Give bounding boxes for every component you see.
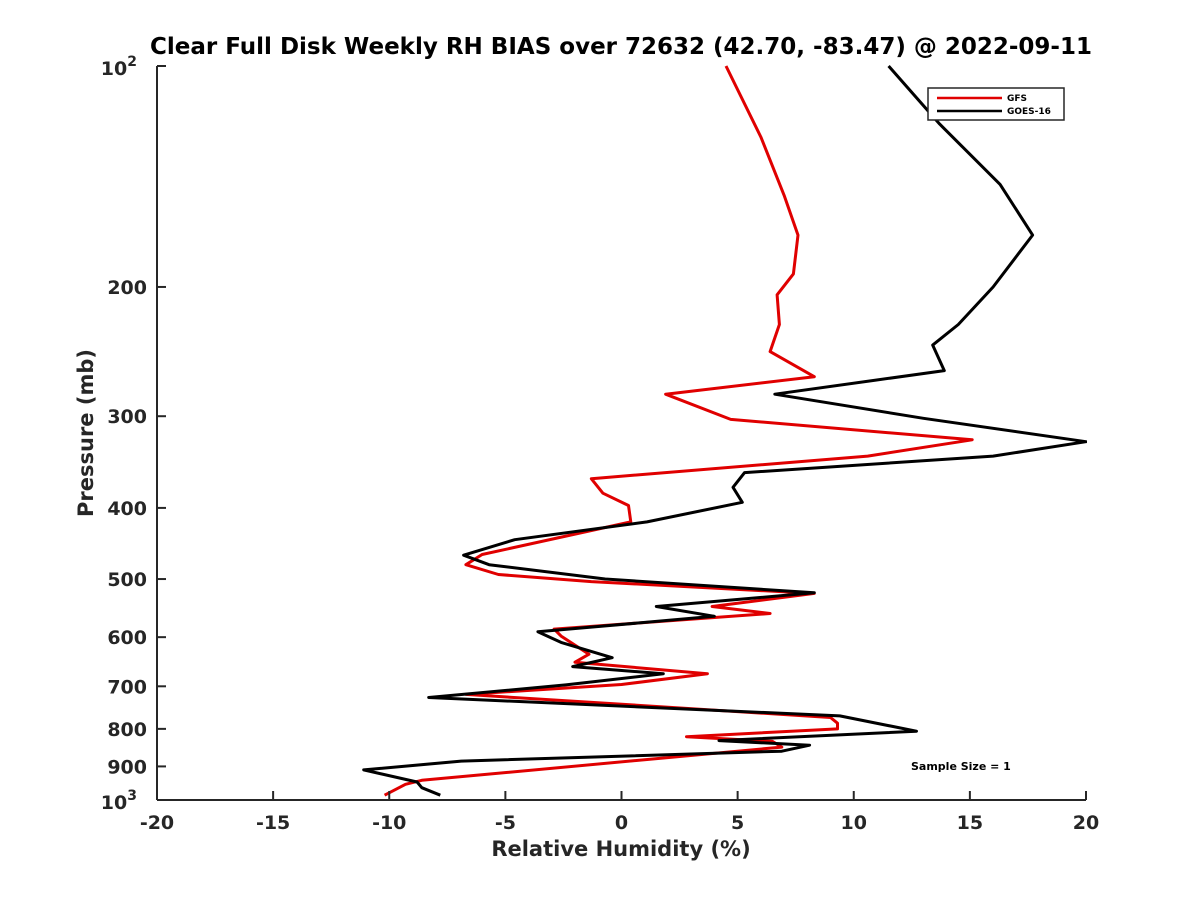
y-tick-label: 200 <box>107 277 147 299</box>
y-tick-label: 500 <box>107 569 147 591</box>
x-tick-label: 10 <box>841 812 867 834</box>
x-axis-title: Relative Humidity (%) <box>491 837 750 861</box>
y-tick-label: 300 <box>107 406 147 428</box>
axes <box>156 66 1086 801</box>
sample-size-annotation: Sample Size = 1 <box>911 760 1011 773</box>
legend-label-gfs: GFS <box>1007 94 1027 104</box>
x-tick-label: -15 <box>256 812 290 834</box>
x-tick-label: 15 <box>957 812 983 834</box>
series-line-goes16 <box>362 65 1087 797</box>
x-tick-label: -10 <box>372 812 406 834</box>
y-tick-label: 103 <box>101 788 137 814</box>
y-tick-label: 600 <box>107 627 147 649</box>
plot-lines <box>362 65 1087 797</box>
x-tick-label: -20 <box>140 812 174 834</box>
x-ticks: -20 -15 -10 -5 0 5 10 15 20 <box>140 791 1099 834</box>
y-tick-label: 800 <box>107 719 147 741</box>
y-axis-title: Pressure (mb) <box>74 349 98 517</box>
x-tick-label: 20 <box>1073 812 1099 834</box>
x-tick-label: -5 <box>495 812 516 834</box>
series-line-gfs <box>383 65 974 797</box>
y-tick-label: 400 <box>107 498 147 520</box>
y-ticks: 102 200 300 400 500 600 700 800 900 103 <box>101 54 166 814</box>
x-tick-label: 0 <box>615 812 628 834</box>
y-tick-label: 700 <box>107 676 147 698</box>
legend-box <box>927 87 1065 121</box>
y-tick-label: 102 <box>101 54 137 80</box>
legend-label-goes16: GOES-16 <box>1007 107 1051 117</box>
y-tick-label: 900 <box>107 756 147 778</box>
chart-title: Clear Full Disk Weekly RH BIAS over 7263… <box>150 34 1092 60</box>
legend: GFS GOES-16 <box>927 87 1065 121</box>
x-tick-label: 5 <box>731 812 744 834</box>
